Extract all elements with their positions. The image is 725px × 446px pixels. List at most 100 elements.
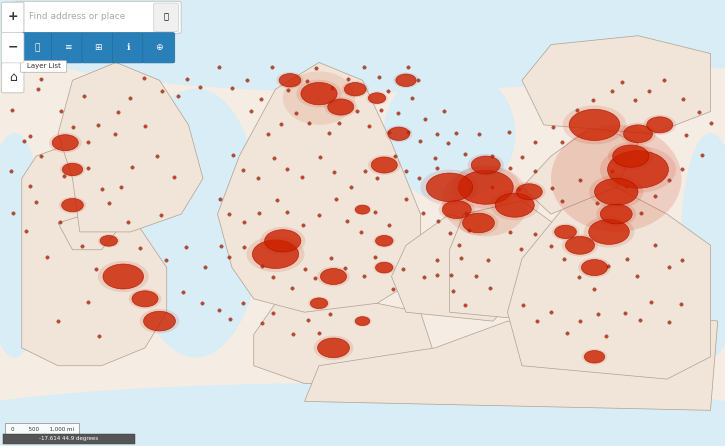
Ellipse shape [265, 230, 301, 252]
Text: ≡: ≡ [64, 43, 71, 52]
Ellipse shape [566, 236, 594, 254]
Ellipse shape [0, 384, 725, 446]
Ellipse shape [420, 169, 478, 205]
Ellipse shape [468, 154, 504, 176]
Text: 🎓: 🎓 [34, 43, 40, 52]
Ellipse shape [396, 74, 416, 87]
Ellipse shape [355, 205, 370, 214]
Ellipse shape [442, 201, 471, 219]
Text: Layer List: Layer List [27, 63, 60, 70]
Ellipse shape [495, 193, 534, 217]
Polygon shape [304, 312, 718, 410]
Ellipse shape [644, 115, 676, 135]
Ellipse shape [0, 134, 44, 357]
Ellipse shape [376, 262, 393, 273]
Bar [0, 0, 725, 67]
Polygon shape [22, 143, 167, 366]
Text: +: + [7, 10, 18, 24]
Ellipse shape [132, 291, 158, 307]
Polygon shape [522, 125, 638, 214]
FancyBboxPatch shape [82, 33, 114, 63]
FancyBboxPatch shape [5, 423, 79, 435]
Ellipse shape [608, 142, 653, 170]
Ellipse shape [579, 258, 610, 277]
Ellipse shape [471, 156, 500, 174]
Ellipse shape [62, 198, 83, 212]
Ellipse shape [130, 89, 261, 357]
Bar [0, 410, 725, 446]
Polygon shape [58, 214, 116, 250]
FancyBboxPatch shape [154, 3, 178, 32]
Ellipse shape [260, 227, 305, 255]
Ellipse shape [551, 125, 682, 232]
Ellipse shape [594, 178, 638, 205]
FancyBboxPatch shape [143, 33, 175, 63]
Ellipse shape [317, 267, 349, 287]
FancyBboxPatch shape [1, 33, 24, 63]
Polygon shape [450, 201, 580, 321]
Ellipse shape [341, 81, 369, 98]
Ellipse shape [563, 105, 626, 145]
Text: -17.614 44.9 degrees: -17.614 44.9 degrees [39, 436, 99, 442]
Ellipse shape [458, 170, 513, 204]
Text: ⊞: ⊞ [94, 43, 102, 52]
Polygon shape [392, 214, 522, 321]
Ellipse shape [516, 184, 542, 200]
Ellipse shape [276, 72, 304, 89]
FancyBboxPatch shape [20, 61, 67, 72]
Ellipse shape [552, 223, 579, 240]
Polygon shape [522, 36, 710, 134]
Ellipse shape [371, 157, 397, 173]
Ellipse shape [647, 117, 673, 133]
Ellipse shape [384, 67, 515, 201]
Text: Find address or place: Find address or place [29, 12, 125, 21]
Text: 🔍: 🔍 [164, 12, 168, 21]
Ellipse shape [368, 155, 400, 175]
Ellipse shape [301, 83, 337, 105]
Ellipse shape [324, 97, 357, 117]
Ellipse shape [463, 213, 494, 233]
FancyBboxPatch shape [3, 434, 135, 444]
Ellipse shape [600, 204, 632, 224]
Ellipse shape [354, 316, 371, 326]
Text: ⊕: ⊕ [155, 43, 162, 52]
Ellipse shape [581, 349, 607, 365]
Ellipse shape [355, 317, 370, 326]
Ellipse shape [589, 175, 644, 208]
Ellipse shape [308, 297, 330, 310]
Ellipse shape [310, 298, 328, 309]
Ellipse shape [620, 123, 656, 145]
Ellipse shape [320, 268, 347, 285]
FancyBboxPatch shape [51, 33, 83, 63]
Ellipse shape [584, 216, 634, 248]
FancyBboxPatch shape [21, 33, 53, 63]
Ellipse shape [139, 309, 179, 334]
Ellipse shape [376, 235, 393, 246]
Ellipse shape [98, 234, 120, 248]
Text: 0        500      1,000 mi: 0 500 1,000 mi [11, 427, 73, 432]
FancyBboxPatch shape [112, 33, 144, 63]
Ellipse shape [624, 125, 652, 143]
Ellipse shape [600, 146, 676, 193]
Polygon shape [58, 62, 203, 232]
Ellipse shape [297, 80, 341, 107]
Ellipse shape [279, 74, 301, 87]
Ellipse shape [52, 135, 78, 151]
Ellipse shape [458, 211, 499, 235]
Ellipse shape [442, 165, 529, 236]
Ellipse shape [129, 289, 161, 309]
Ellipse shape [49, 133, 82, 153]
FancyBboxPatch shape [1, 2, 24, 33]
FancyBboxPatch shape [1, 62, 24, 93]
Text: ℹ: ℹ [127, 43, 130, 52]
Ellipse shape [596, 202, 637, 226]
Ellipse shape [682, 134, 725, 357]
Ellipse shape [100, 235, 117, 246]
Polygon shape [218, 62, 420, 312]
Ellipse shape [247, 236, 304, 272]
Ellipse shape [62, 163, 83, 176]
Ellipse shape [439, 198, 475, 221]
Ellipse shape [388, 127, 410, 140]
Ellipse shape [581, 260, 608, 276]
Ellipse shape [313, 336, 354, 360]
